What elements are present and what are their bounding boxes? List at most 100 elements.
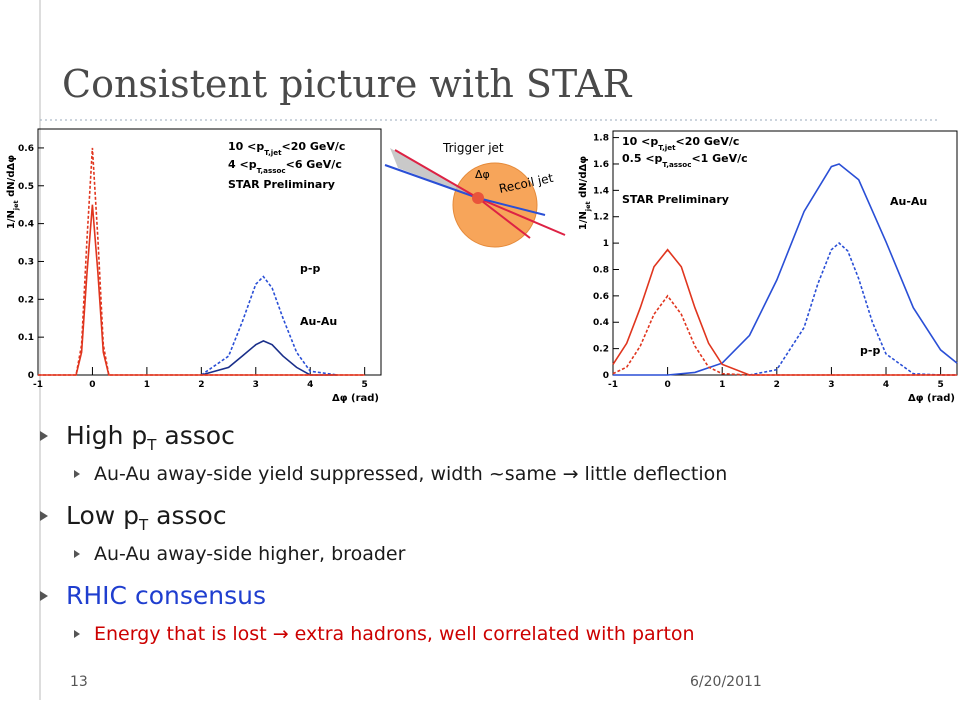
text-part: High p (66, 421, 148, 450)
text-part: STAR Preliminary (622, 193, 729, 206)
y-tick-label: 0.1 (18, 333, 34, 343)
page-number: 13 (70, 674, 88, 690)
text-part: 10 <p (622, 135, 658, 148)
series-label: p-p (300, 262, 320, 275)
x-tick-label: -1 (608, 380, 618, 390)
text-part: <20 GeV/c (676, 135, 740, 148)
text-part: STAR Preliminary (228, 178, 335, 191)
x-tick-label: 5 (362, 380, 368, 390)
annotation: 10 <pT,jet<20 GeV/c (228, 140, 345, 157)
series-line (200, 275, 338, 376)
arrow (477, 197, 566, 236)
y-tick-label: 0.5 (18, 182, 34, 192)
bullet: Au-Au away-side yield suppressed, width … (40, 456, 955, 492)
y-tick-label: 0.2 (18, 295, 34, 305)
annotation: STAR Preliminary (228, 178, 335, 191)
x-tick-label: 2 (774, 380, 780, 390)
text-part: jet (584, 201, 592, 212)
text-part: 10 <p (228, 140, 264, 153)
text-part: <20 GeV/c (282, 140, 346, 153)
text-part: T,assoc (257, 166, 286, 175)
text-part: 0.5 <p (622, 152, 663, 165)
y-tick-label: 1.4 (593, 186, 609, 196)
text-part: T,assoc (662, 160, 691, 169)
y-tick-label: 0 (28, 371, 34, 381)
text-part: dN/dΔφ (578, 156, 589, 202)
text-part: T,jet (658, 143, 676, 152)
diagram-label: Trigger jet (442, 141, 504, 155)
x-tick-label: 0 (89, 380, 95, 390)
text-part: jet (12, 200, 20, 211)
bullet-list: High pT assoc Au-Au away-side yield suppr… (40, 412, 955, 652)
bullet: Au-Au away-side higher, broader (40, 536, 955, 572)
bullet: RHIC consensus (40, 576, 955, 616)
text-part: T (139, 516, 149, 534)
series-label: Au-Au (890, 195, 927, 208)
text-part: assoc (156, 421, 235, 450)
x-tick-label: 1 (719, 380, 725, 390)
annotation: 4 <pT,assoc<6 GeV/c (228, 158, 342, 175)
x-tick-label: 3 (828, 380, 834, 390)
series-line (613, 163, 958, 376)
y-tick-label: 0 (603, 371, 609, 381)
text-part: RHIC consensus (66, 581, 266, 610)
text-part: dN/dΔφ (6, 155, 17, 201)
x-tick-label: 4 (883, 380, 889, 390)
jet-diagram: Trigger jet Δφ Recoil jet (384, 141, 566, 248)
text-part: <1 GeV/c (691, 152, 747, 165)
series-line (612, 248, 957, 376)
annotation: STAR Preliminary (622, 193, 729, 206)
x-tick-label: -1 (33, 380, 43, 390)
series-line (201, 340, 338, 376)
arrow (384, 164, 479, 199)
y-tick-label: 0.3 (18, 257, 34, 267)
text-part: T,jet (264, 148, 282, 157)
y-tick-label: 0.8 (593, 265, 609, 275)
bullet: High pT assoc (40, 416, 955, 456)
series-line (749, 242, 957, 376)
annotation: 0.5 <pT,assoc<1 GeV/c (622, 152, 748, 169)
text-part: 4 <p (228, 158, 257, 171)
text-part: 1/N (578, 211, 589, 230)
x-tick-label: 0 (664, 380, 670, 390)
series-line (38, 204, 365, 376)
x-tick-label: 5 (937, 380, 943, 390)
x-axis-label: Δφ (rad) (908, 393, 955, 404)
arrow (477, 197, 531, 239)
series-line (612, 294, 957, 376)
slide-title: Consistent picture with STAR (62, 62, 632, 106)
x-tick-label: 3 (253, 380, 259, 390)
y-axis-label: 1/Njet dN/dΔφ (6, 155, 20, 229)
arrow (394, 149, 479, 199)
date: 6/20/2011 (690, 674, 762, 690)
y-tick-label: 0.6 (18, 144, 34, 154)
x-tick-label: 2 (198, 380, 204, 390)
y-tick-label: 1.6 (593, 160, 609, 170)
y-tick-label: 0.6 (593, 292, 609, 302)
x-tick-label: 1 (144, 380, 150, 390)
y-tick-label: 1 (603, 239, 609, 249)
bullet: Energy that is lost → extra hadrons, wel… (40, 616, 955, 652)
y-tick-label: 1.8 (593, 134, 609, 144)
x-axis-label: Δφ (rad) (332, 393, 379, 404)
y-tick-label: 0.2 (593, 345, 609, 355)
text-part: Low p (66, 501, 140, 530)
text-part: <6 GeV/c (286, 158, 342, 171)
text-part: T (147, 436, 157, 454)
series-label: p-p (860, 344, 880, 357)
text-part: Energy that is lost → extra hadrons, wel… (94, 623, 695, 645)
y-tick-label: 1.2 (593, 213, 609, 223)
diagram-label: Δφ (475, 168, 490, 181)
annotation: 10 <pT,jet<20 GeV/c (622, 135, 739, 152)
y-axis-label: 1/Njet dN/dΔφ (578, 156, 592, 230)
y-tick-label: 0.4 (593, 318, 609, 328)
bullet: Low pT assoc (40, 496, 955, 536)
text-part: Au-Au away-side yield suppressed, width … (94, 463, 728, 485)
vertex (472, 192, 484, 204)
arrow (477, 197, 546, 216)
text-part: 1/N (6, 210, 17, 229)
x-tick-label: 4 (307, 380, 313, 390)
text-part: Au-Au away-side higher, broader (94, 543, 406, 565)
